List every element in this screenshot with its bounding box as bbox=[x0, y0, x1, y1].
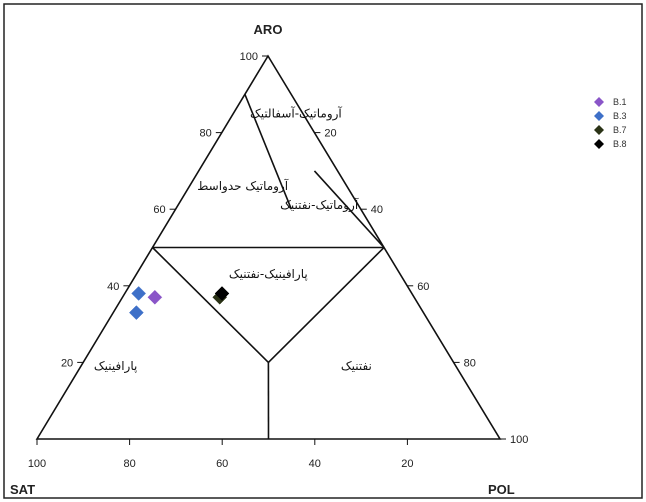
legend-marker bbox=[594, 97, 604, 107]
aro-tick-label: 100 bbox=[240, 51, 258, 63]
pol-tick-label: 60 bbox=[417, 281, 429, 293]
sat-tick-label: 100 bbox=[28, 458, 46, 470]
data-point bbox=[129, 305, 144, 320]
region-label: آروماتیک-نفتنیک bbox=[280, 197, 359, 213]
data-point bbox=[131, 286, 147, 301]
legend-label: B.3 bbox=[613, 111, 627, 121]
data-point bbox=[147, 289, 163, 305]
region-label: آروماتیک-آسفالتیک bbox=[250, 105, 342, 121]
boundary-naphthenic-right bbox=[313, 170, 385, 249]
data-point bbox=[214, 286, 230, 301]
legend-marker bbox=[594, 125, 604, 135]
aro-tick-label: 20 bbox=[61, 357, 73, 369]
legend-marker bbox=[594, 111, 604, 121]
aro-tick-label: 80 bbox=[200, 128, 212, 140]
aro-tick-label: 40 bbox=[107, 281, 119, 293]
tick-marks: 100 80 60 40 20 20 40 60 80 100 100 80 60 40 20 bbox=[28, 51, 529, 470]
region-label: پارافینیک bbox=[94, 359, 137, 374]
axis-label-sat: SAT bbox=[10, 482, 35, 497]
legend-label: B.7 bbox=[613, 125, 627, 135]
region-label: نفتنیک bbox=[341, 359, 372, 373]
sat-tick-label: 40 bbox=[309, 458, 321, 470]
region-labels: آروماتیک-آسفالتیک آروماتیک حدواسط آروماتیک… bbox=[94, 105, 372, 374]
sat-tick-label: 60 bbox=[216, 458, 228, 470]
pol-tick-label: 100 bbox=[510, 434, 528, 446]
pol-tick-label: 80 bbox=[464, 357, 476, 369]
pol-tick-label: 40 bbox=[371, 204, 383, 216]
data-points bbox=[129, 286, 230, 320]
sat-tick-label: 80 bbox=[123, 458, 135, 470]
region-label: آروماتیک حدواسط bbox=[197, 178, 288, 194]
legend-label: B.1 bbox=[613, 97, 627, 107]
boundary-v-right bbox=[267, 246, 385, 363]
legend: B.1 B.3 B.7 B.8 bbox=[594, 97, 627, 149]
legend-label: B.8 bbox=[613, 139, 627, 149]
axis-label-aro: ARO bbox=[254, 22, 283, 37]
axis-label-pol: POL bbox=[488, 482, 515, 497]
region-label: پارافینیک-نفتنیک bbox=[229, 267, 308, 282]
region-boundaries bbox=[151, 94, 385, 440]
sat-tick-label: 20 bbox=[401, 458, 413, 470]
boundary-asphaltic bbox=[244, 94, 293, 210]
aro-tick-label: 60 bbox=[153, 204, 165, 216]
legend-marker bbox=[594, 139, 604, 149]
pol-tick-label: 20 bbox=[324, 128, 336, 140]
figure-border bbox=[3, 3, 643, 499]
boundary-v-left bbox=[151, 246, 269, 363]
